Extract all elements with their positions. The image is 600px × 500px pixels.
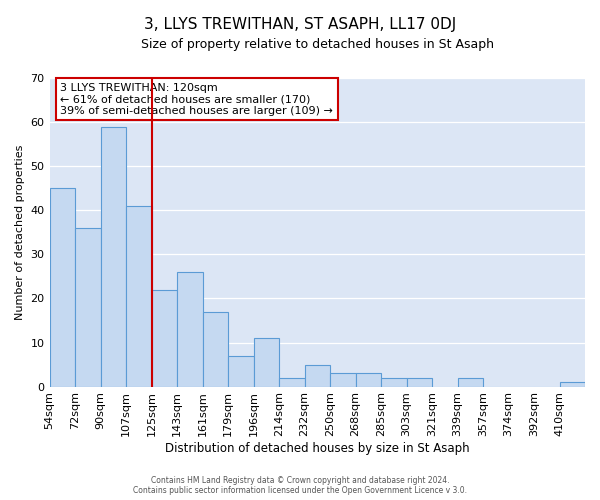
- Bar: [228, 356, 254, 386]
- Bar: [381, 378, 407, 386]
- Bar: [458, 378, 483, 386]
- Text: 3, LLYS TREWITHAN, ST ASAPH, LL17 0DJ: 3, LLYS TREWITHAN, ST ASAPH, LL17 0DJ: [144, 18, 456, 32]
- Bar: [50, 188, 75, 386]
- Bar: [330, 374, 356, 386]
- Bar: [560, 382, 585, 386]
- Text: Contains HM Land Registry data © Crown copyright and database right 2024.
Contai: Contains HM Land Registry data © Crown c…: [133, 476, 467, 495]
- Bar: [126, 206, 152, 386]
- Title: Size of property relative to detached houses in St Asaph: Size of property relative to detached ho…: [141, 38, 494, 51]
- Bar: [177, 272, 203, 386]
- Bar: [254, 338, 279, 386]
- Bar: [152, 290, 177, 386]
- X-axis label: Distribution of detached houses by size in St Asaph: Distribution of detached houses by size …: [165, 442, 470, 455]
- Text: 3 LLYS TREWITHAN: 120sqm
← 61% of detached houses are smaller (170)
39% of semi-: 3 LLYS TREWITHAN: 120sqm ← 61% of detach…: [60, 82, 333, 116]
- Bar: [75, 228, 101, 386]
- Bar: [101, 126, 126, 386]
- Y-axis label: Number of detached properties: Number of detached properties: [15, 144, 25, 320]
- Bar: [279, 378, 305, 386]
- Bar: [356, 374, 381, 386]
- Bar: [305, 364, 330, 386]
- Bar: [203, 312, 228, 386]
- Bar: [407, 378, 432, 386]
